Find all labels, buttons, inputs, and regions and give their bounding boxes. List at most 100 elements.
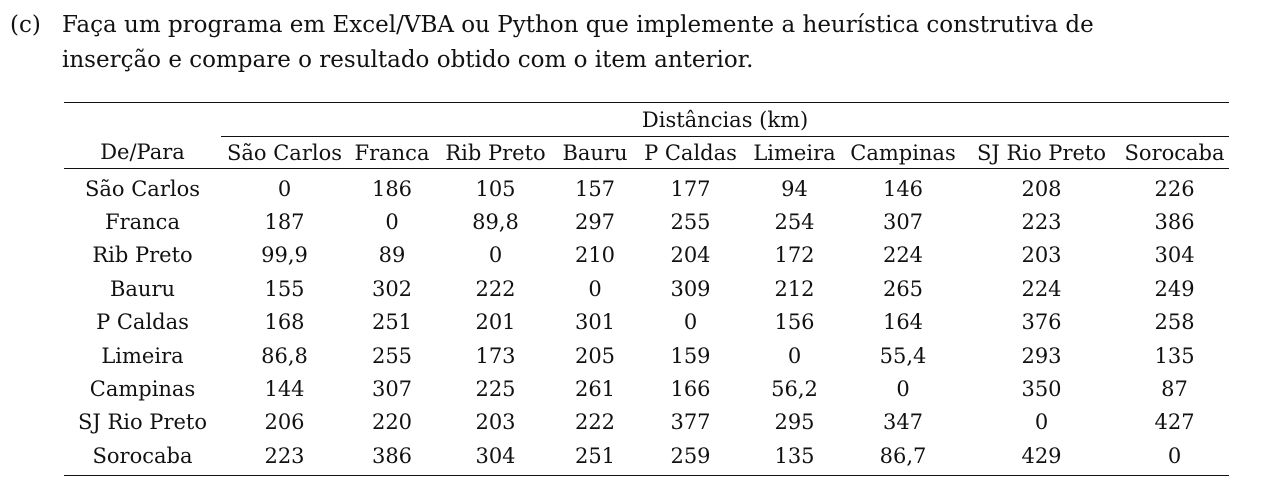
table-cell: 157	[574, 176, 616, 201]
table-row: Rib Preto 99,9 89 0 210 204 172 224 203 304	[64, 239, 1229, 272]
table-cell: 0	[488, 243, 503, 268]
column-header-row: De/Para São Carlos Franca Rib Preto Bauru P …	[64, 136, 1230, 169]
table-cell: 251	[555, 439, 635, 476]
table-cell: 350	[1021, 377, 1062, 402]
table-row: Franca 187 0 89,8 297 255 254 307 223 386	[64, 205, 1229, 238]
question-label: (c)	[10, 12, 41, 38]
table-cell: 226	[1154, 176, 1195, 201]
table-cell: 254	[774, 210, 815, 235]
table-cell: 251	[371, 310, 413, 335]
table-cell: 212	[774, 276, 815, 301]
column-header-rib-preto: Rib Preto	[436, 136, 555, 169]
table-cell: 186	[371, 176, 413, 201]
table-cell: 86,8	[261, 343, 308, 368]
table-cell: 164	[882, 310, 924, 335]
table-cell: 173	[475, 343, 516, 368]
column-header-limeira: Limeira	[746, 136, 843, 169]
table-cell: 225	[475, 377, 516, 402]
question-line-1-text: Faça um programa em Excel/VBA ou Python …	[62, 12, 1094, 38]
table-cell: 166	[670, 377, 711, 402]
table-cell: 222	[574, 410, 616, 435]
group-header-corner	[64, 102, 221, 137]
table-cell: 177	[670, 176, 711, 201]
table-cell: 386	[348, 439, 436, 476]
table-cell: 187	[264, 210, 305, 235]
table-cell: 224	[882, 243, 924, 268]
column-header-sao-carlos: São Carlos	[221, 136, 348, 169]
table-cell: 386	[1154, 210, 1195, 235]
table-cell: 223	[1021, 210, 1062, 235]
table-cell: 249	[1154, 276, 1195, 301]
table-row: Campinas 144 307 225 261 166 56,2 0 350 87	[64, 372, 1229, 405]
table-cell: 0	[588, 276, 602, 301]
group-header: Distâncias (km)	[221, 102, 1230, 137]
table-cell: 203	[1021, 243, 1062, 268]
table-cell: 135	[746, 439, 843, 476]
table-cell: 304	[1154, 243, 1195, 268]
table-cell: 301	[574, 310, 616, 335]
table-cell: 427	[1154, 410, 1195, 435]
row-header-limeira: Limeira	[101, 343, 184, 368]
table-cell: 204	[670, 243, 711, 268]
distance-table: Distâncias (km) De/Para São Carlos Franca…	[64, 102, 1230, 476]
table-cell: 89,8	[472, 210, 519, 235]
table-cell: 201	[475, 310, 516, 335]
table-cell: 307	[371, 377, 413, 402]
table-cell: 159	[670, 343, 711, 368]
table-cell: 156	[774, 310, 815, 335]
table-row: Bauru 155 302 222 0 309 212 265 224 249	[64, 272, 1229, 305]
table-cell: 55,4	[879, 343, 927, 368]
table-row: Limeira 86,8 255 173 205 159 0 55,4 293 135	[64, 339, 1229, 372]
row-header-franca: Franca	[105, 210, 180, 235]
table-cell: 0	[787, 343, 802, 368]
table-row: P Caldas 168 251 201 301 0 156 164 376 258	[64, 306, 1229, 339]
table-cell: 144	[264, 377, 305, 402]
table-cell: 429	[963, 439, 1120, 476]
table-cell: 224	[1021, 276, 1062, 301]
table-cell: 259	[635, 439, 746, 476]
row-header-sorocaba: Sorocaba	[64, 439, 221, 476]
table-cell: 295	[774, 410, 815, 435]
corner-header: De/Para	[64, 136, 221, 169]
column-header-sorocaba: Sorocaba	[1120, 136, 1230, 169]
table-cell: 99,9	[261, 243, 308, 268]
table-cell: 203	[475, 410, 516, 435]
row-header-p-caldas: P Caldas	[96, 310, 189, 335]
table-cell: 255	[670, 210, 711, 235]
table-cell: 297	[574, 210, 616, 235]
table-cell: 0	[1120, 439, 1230, 476]
table-cell: 0	[683, 310, 698, 335]
table-cell: 0	[896, 377, 910, 402]
table-cell: 94	[781, 176, 808, 201]
question-text: (c) Faça um programa em Excel/VBA ou Pyth…	[10, 8, 1235, 78]
table-cell: 220	[371, 410, 413, 435]
question-line-2: inserção e compare o resultado obtido co…	[62, 47, 754, 73]
table-cell: 261	[574, 377, 616, 402]
table-cell: 146	[882, 176, 924, 201]
column-header-franca: Franca	[348, 136, 436, 169]
table-cell: 155	[264, 276, 305, 301]
table-cell: 302	[371, 276, 413, 301]
table-cell: 293	[1021, 343, 1062, 368]
group-header-row: Distâncias (km)	[64, 102, 1230, 137]
table-cell: 222	[475, 276, 516, 301]
table-cell: 307	[882, 210, 924, 235]
table-cell: 376	[1021, 310, 1062, 335]
table-cell: 0	[277, 176, 292, 201]
table-row: São Carlos 0 186 105 157 177 94 146 208 226	[64, 169, 1229, 206]
table-cell: 347	[882, 410, 924, 435]
table-cell: 105	[475, 176, 516, 201]
table-cell: 265	[882, 276, 924, 301]
table-cell: 206	[264, 410, 305, 435]
table-cell: 304	[436, 439, 555, 476]
table-cell: 255	[371, 343, 413, 368]
question-line-1: (c) Faça um programa em Excel/VBA ou Pyth…	[10, 8, 1235, 43]
table-cell: 377	[670, 410, 711, 435]
row-header-sj-rio-preto: SJ Rio Preto	[77, 410, 207, 435]
table-row: Sorocaba 223 386 304 251 259 135 86,7 429 0	[64, 439, 1230, 476]
row-header-bauru: Bauru	[109, 276, 176, 301]
table-cell: 0	[385, 210, 399, 235]
table-cell: 89	[378, 243, 406, 268]
table-cell: 87	[1161, 377, 1188, 402]
table-cell: 56,2	[771, 377, 818, 402]
